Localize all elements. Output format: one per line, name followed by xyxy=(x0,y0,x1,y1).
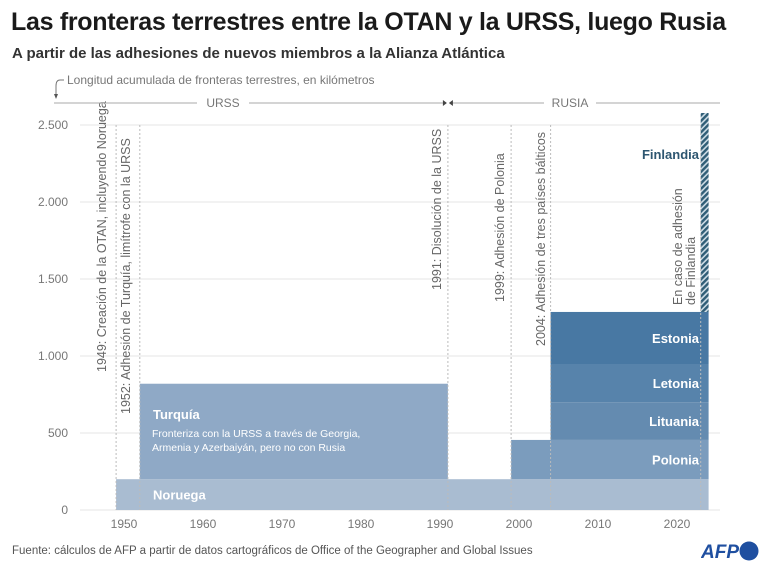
x-tick-label: 2000 xyxy=(506,517,533,531)
afp-logo: AFP xyxy=(700,540,761,567)
series-label: Estonia xyxy=(652,331,700,346)
y-axis-label: Longitud acumulada de fronteras terrestr… xyxy=(67,73,375,87)
series-label: Polonia xyxy=(652,453,700,468)
band-estonia xyxy=(550,311,709,365)
axis-arrow-icon xyxy=(55,79,64,95)
band-turquía xyxy=(139,383,448,480)
annotation-label: 1999: Adhesión de Polonia xyxy=(493,153,507,302)
annotation-label: 1991: Disolución de la URSS xyxy=(430,129,444,290)
x-tick-label: 1950 xyxy=(111,517,138,531)
y-tick-label: 500 xyxy=(48,426,68,440)
y-tick-label: 0 xyxy=(61,503,68,517)
series-note: Fronteriza con la URSS a través de Georg… xyxy=(152,428,360,440)
period-label: RUSIA xyxy=(552,96,589,110)
series-label: Turquía xyxy=(153,407,200,422)
series-label: Finlandia xyxy=(642,147,700,162)
x-tick-label: 1990 xyxy=(427,517,454,531)
series-label: Letonia xyxy=(653,376,700,391)
period-divider-icon xyxy=(442,100,453,106)
band-polonia xyxy=(511,439,709,480)
annotation-label: 1949: Creación de la OTAN, incluyendo No… xyxy=(95,101,109,372)
y-tick-label: 2.500 xyxy=(38,118,68,132)
y-tick-label: 2.000 xyxy=(38,195,68,209)
annotation-label: 2004: Adhesión de tres países bálticos xyxy=(534,132,548,346)
svg-text:AFP: AFP xyxy=(701,542,739,562)
x-tick-label: 2010 xyxy=(585,517,612,531)
series-label: Noruega xyxy=(153,488,207,503)
x-tick-label: 1970 xyxy=(269,517,296,531)
arrow-head-icon xyxy=(54,94,58,99)
series-note: Armenia y Azerbaiyán, pero no con Rusia xyxy=(152,442,345,454)
annotation-label: 1952: Adhesión de Turquía, limítrofe con… xyxy=(119,138,133,414)
y-tick-label: 1.500 xyxy=(38,272,68,286)
annotation-label: de Finlandia xyxy=(684,237,698,305)
band-finlandia xyxy=(700,112,709,312)
chart-title: Las fronteras terrestres entre la OTAN y… xyxy=(11,8,726,36)
band-lituania xyxy=(550,402,709,440)
y-tick-label: 1.000 xyxy=(38,349,68,363)
x-tick-label: 2020 xyxy=(664,517,691,531)
x-tick-label: 1980 xyxy=(348,517,375,531)
band-noruega xyxy=(116,479,709,510)
x-tick-label: 1960 xyxy=(190,517,217,531)
series-label: Lituania xyxy=(649,414,700,429)
band-letonia xyxy=(550,364,709,403)
source-note: Fuente: cálculos de AFP a partir de dato… xyxy=(12,545,533,557)
chart-subtitle: A partir de las adhesiones de nuevos mie… xyxy=(12,45,505,62)
period-label: URSS xyxy=(206,96,239,110)
annotation-label: En caso de adhesión xyxy=(671,188,685,305)
